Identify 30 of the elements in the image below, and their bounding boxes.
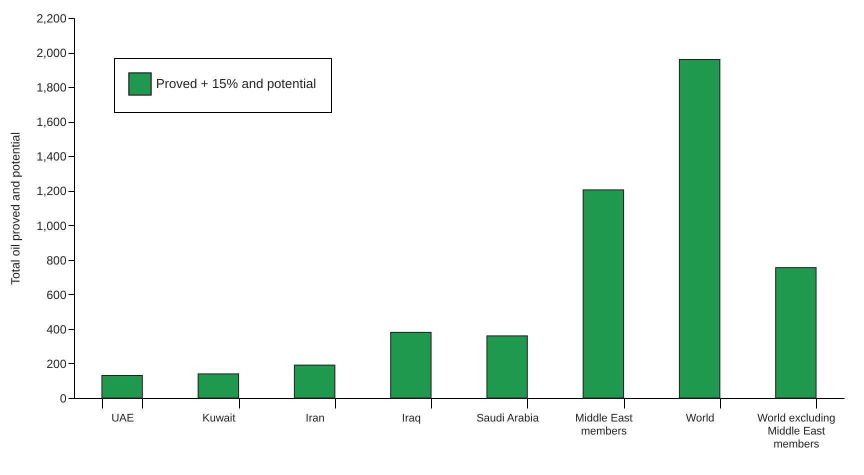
bar [198,373,240,398]
bar [486,335,528,398]
y-tick-label: 400 [46,322,67,336]
x-tick-label: World [686,412,714,424]
bar [775,267,817,398]
y-tick-label: 2,200 [36,12,67,26]
x-tick-label: Saudi Arabia [476,412,540,424]
y-tick-label: 0 [60,392,67,406]
x-tick-label: Iraq [402,412,421,424]
bar [678,58,720,398]
bar [582,189,624,398]
y-tick-label: 1,800 [36,80,67,95]
y-tick-label: 200 [46,356,67,371]
y-tick-label: 800 [46,253,67,268]
y-tick-label: 600 [46,288,67,302]
y-axis-title: Total oil proved and potential [8,132,22,285]
legend-label: Proved + 15% and potential [156,76,316,91]
x-tick-label: UAE [111,412,134,424]
y-tick-label: 1,600 [36,115,67,130]
bar [390,332,432,398]
y-tick-label: 1,000 [36,218,67,233]
y-tick-label: 2,000 [36,46,67,60]
x-tick-label: Middle East members [575,412,633,438]
y-tick-label: 1,400 [36,150,67,164]
bar [294,364,336,398]
x-tick-label: World excluding Middle East members [757,412,836,450]
y-tick-label: 1,200 [36,184,67,198]
x-tick-label: Iran [306,412,325,424]
x-tick-label: Kuwait [202,412,236,424]
bar [101,375,143,398]
